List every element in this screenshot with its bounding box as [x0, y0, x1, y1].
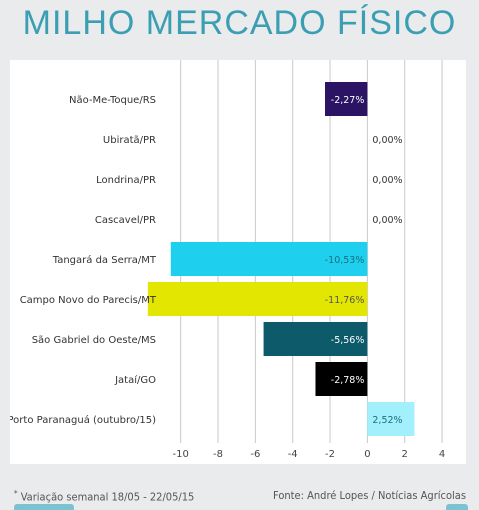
- bar: [170, 242, 368, 276]
- category-label: Campo Novo do Parecis/MT: [20, 295, 157, 306]
- category-label: São Gabriel do Oeste/MS: [32, 335, 156, 346]
- bar: [263, 322, 368, 356]
- category-label: Londrina/PR: [96, 175, 156, 186]
- data-label: -11,76%: [325, 295, 365, 306]
- category-label: Porto Paranaguá (outubro/15): [10, 414, 156, 426]
- category-label: Tangará da Serra/MT: [52, 254, 157, 266]
- decorative-tab-left: [14, 504, 74, 510]
- category-label: Jataí/GO: [114, 374, 156, 386]
- bar: [147, 282, 368, 316]
- decorative-tab-right: [446, 504, 468, 510]
- data-label: -2,27%: [331, 95, 365, 106]
- data-label: -5,56%: [331, 335, 365, 346]
- x-tick-label: -4: [288, 449, 298, 460]
- bar: [315, 362, 368, 396]
- category-label: Não-Me-Toque/RS: [69, 95, 156, 106]
- x-tick-label: -2: [325, 449, 335, 460]
- footnote-marker: *: [14, 489, 18, 498]
- chart-panel: -10 -8 -6 -4 -2 0 2 4 Não-Me-Toque/RS -2,27% Ubira…: [10, 60, 466, 464]
- category-label: Cascavel/PR: [95, 215, 156, 226]
- x-tick-label: -8: [213, 449, 223, 460]
- x-tick-label: 4: [439, 449, 445, 460]
- footnote-text: Variação semanal 18/05 - 22/05/15: [20, 490, 195, 504]
- category-label: Ubiratã/PR: [103, 135, 156, 146]
- data-label: -10,53%: [325, 255, 365, 266]
- page-title: MILHO MERCADO FÍSICO: [22, 4, 457, 42]
- data-label: 0,00%: [372, 135, 402, 146]
- x-tick-label: -10: [172, 449, 188, 460]
- bar-chart: -10 -8 -6 -4 -2 0 2 4 Não-Me-Toque/RS -2,27% Ubira…: [10, 60, 445, 460]
- bar: [367, 402, 415, 436]
- footnote: * Variação semanal 18/05 - 22/05/15: [14, 489, 194, 504]
- bar: [324, 82, 368, 116]
- data-label: 2,52%: [372, 415, 402, 426]
- x-tick-label: 2: [402, 449, 408, 460]
- data-label: 0,00%: [372, 175, 402, 186]
- data-label: 0,00%: [372, 215, 402, 226]
- x-tick-label: -6: [250, 449, 260, 460]
- source-credit: Fonte: André Lopes / Notícias Agrícolas: [273, 489, 466, 502]
- data-label: -2,78%: [331, 375, 365, 386]
- x-tick-label: 0: [364, 449, 370, 460]
